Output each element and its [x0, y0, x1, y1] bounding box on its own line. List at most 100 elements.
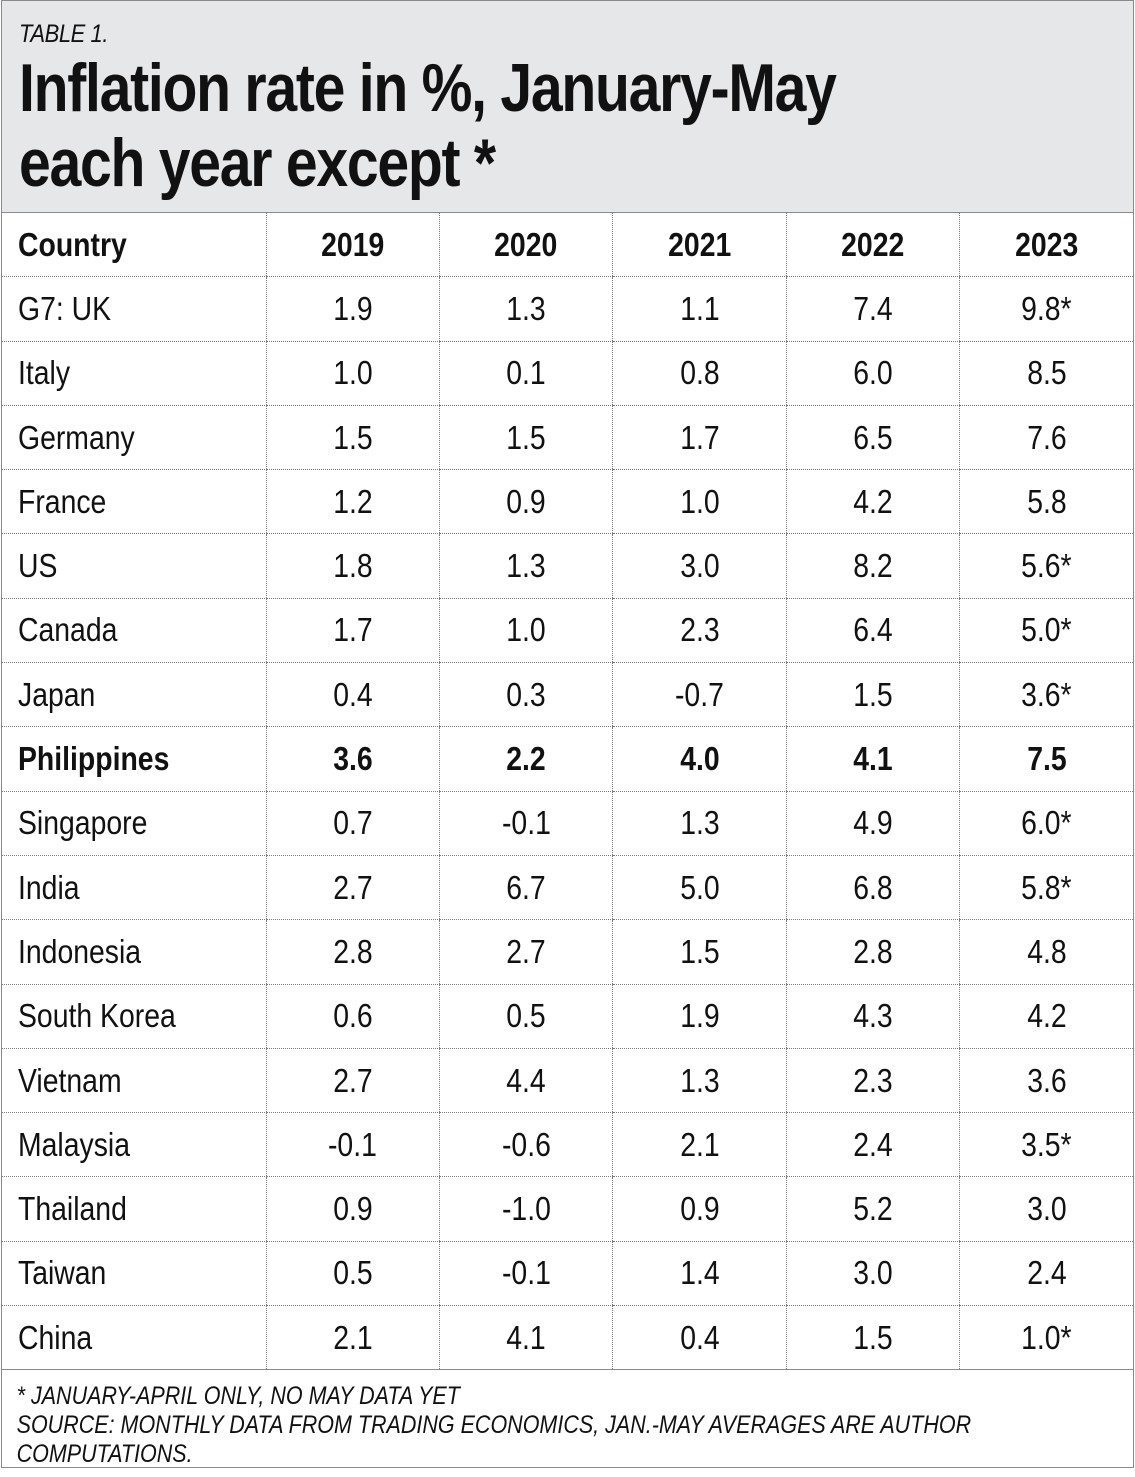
value-cell-2022: 4.1 [785, 726, 960, 792]
header-year-2020: 2020 [438, 213, 613, 278]
table-row: US 1.8 1.3 3.0 8.2 5.6* [2, 533, 1133, 599]
value-cell-2020: 1.3 [438, 276, 613, 342]
table-row: South Korea 0.6 0.5 1.9 4.3 4.2 [2, 984, 1133, 1049]
value-cell-2020: 4.1 [438, 1305, 613, 1371]
table-title: Inflation rate in %, January-May each ye… [19, 51, 1027, 201]
country-cell: India [2, 855, 266, 921]
value-cell-2019: 1.2 [265, 469, 440, 535]
country-cell: Italy [2, 341, 266, 406]
country-cell: G7: UK [2, 276, 266, 342]
table-row: Canada 1.7 1.0 2.3 6.4 5.0* [2, 598, 1133, 664]
table-row: Japan 0.4 0.3 -0.7 1.5 3.6* [2, 662, 1133, 728]
value-cell-2023: 1.0* [959, 1305, 1133, 1371]
value-cell-2022: 7.4 [785, 276, 960, 342]
value-cell-2022: 2.3 [785, 1048, 960, 1114]
value-cell-2022: 3.0 [785, 1241, 960, 1307]
value-cell-2023: 9.8* [959, 276, 1133, 342]
value-cell-2021: 1.7 [612, 405, 787, 471]
value-cell-2023: 5.8 [959, 469, 1133, 535]
table-notes: * JANUARY-APRIL ONLY, NO MAY DATA YET SO… [2, 1370, 1083, 1469]
table-label: TABLE 1. [19, 20, 109, 48]
value-cell-2022: 4.2 [785, 469, 960, 535]
value-cell-2020: -1.0 [438, 1176, 613, 1242]
country-cell: Germany [2, 405, 266, 471]
country-cell: China [2, 1305, 266, 1371]
value-cell-2020: 0.1 [438, 341, 613, 406]
table-row: India 2.7 6.7 5.0 6.8 5.8* [2, 855, 1133, 921]
value-cell-2023: 3.0 [959, 1176, 1133, 1242]
value-cell-2023: 3.5* [959, 1112, 1133, 1178]
country-cell: US [2, 533, 266, 599]
table-title-line-2: each year except * [19, 125, 496, 201]
value-cell-2023: 5.6* [959, 533, 1133, 599]
value-cell-2022: 2.8 [785, 919, 960, 985]
value-cell-2022: 4.3 [785, 984, 960, 1049]
inflation-table: Country 2019 2020 2021 2022 2023 G7: UK 1… [2, 213, 1133, 1371]
value-cell-2022: 1.5 [785, 1305, 960, 1371]
country-cell: Malaysia [2, 1112, 266, 1178]
value-cell-2020: 1.0 [438, 598, 613, 664]
value-cell-2020: -0.6 [438, 1112, 613, 1178]
table-row: Malaysia -0.1 -0.6 2.1 2.4 3.5* [2, 1112, 1133, 1178]
value-cell-2019: 0.4 [265, 662, 440, 728]
country-cell: Philippines [2, 726, 266, 792]
value-cell-2019: 1.0 [265, 341, 440, 406]
country-cell: Singapore [2, 791, 266, 856]
value-cell-2021: 1.3 [612, 1048, 787, 1114]
value-cell-2020: 0.3 [438, 662, 613, 728]
table-row: Thailand 0.9 -1.0 0.9 5.2 3.0 [2, 1176, 1133, 1242]
value-cell-2019: 0.5 [265, 1241, 440, 1307]
header-country: Country [2, 213, 266, 278]
value-cell-2023: 5.0* [959, 598, 1133, 664]
value-cell-2019: 0.6 [265, 984, 440, 1049]
source-note-line-2: COMPUTATIONS. [16, 1440, 193, 1469]
value-cell-2019: 2.1 [265, 1305, 440, 1371]
value-cell-2023: 2.4 [959, 1241, 1133, 1307]
value-cell-2019: 2.7 [265, 1048, 440, 1114]
value-cell-2021: 1.9 [612, 984, 787, 1049]
table-body: G7: UK 1.9 1.3 1.1 7.4 9.8* Italy 1.0 0.1 0.8 6.0 8… [2, 276, 1133, 1371]
value-cell-2019: 2.8 [265, 919, 440, 985]
value-cell-2022: 6.4 [785, 598, 960, 664]
value-cell-2021: 4.0 [612, 726, 787, 792]
value-cell-2023: 6.0* [959, 791, 1133, 856]
value-cell-2019: 1.7 [265, 598, 440, 664]
value-cell-2021: 1.4 [612, 1241, 787, 1307]
table-row: Philippines 3.6 2.2 4.0 4.1 7.5 [2, 726, 1133, 792]
value-cell-2020: 2.2 [438, 726, 613, 792]
value-cell-2020: 2.7 [438, 919, 613, 985]
value-cell-2019: 0.9 [265, 1176, 440, 1242]
value-cell-2023: 7.6 [959, 405, 1133, 471]
value-cell-2020: 0.5 [438, 984, 613, 1049]
title-band: TABLE 1. Inflation rate in %, January-Ma… [2, 1, 1133, 213]
value-cell-2021: 0.9 [612, 1176, 787, 1242]
value-cell-2020: 1.5 [438, 405, 613, 471]
value-cell-2022: 4.9 [785, 791, 960, 856]
country-cell: Japan [2, 662, 266, 728]
table-title-line-1: Inflation rate in %, January-May [19, 50, 837, 126]
value-cell-2021: 1.5 [612, 919, 787, 985]
table-row: Germany 1.5 1.5 1.7 6.5 7.6 [2, 405, 1133, 471]
value-cell-2020: 1.3 [438, 533, 613, 599]
source-note-line-1: SOURCE: MONTHLY DATA FROM TRADING ECONOM… [16, 1411, 972, 1440]
country-cell: Indonesia [2, 919, 266, 985]
value-cell-2021: 0.8 [612, 341, 787, 406]
value-cell-2022: 2.4 [785, 1112, 960, 1178]
value-cell-2023: 5.8* [959, 855, 1133, 921]
footnote-asterisk: * JANUARY-APRIL ONLY, NO MAY DATA YET [16, 1382, 460, 1411]
value-cell-2022: 6.5 [785, 405, 960, 471]
value-cell-2023: 3.6* [959, 662, 1133, 728]
country-cell: South Korea [2, 984, 266, 1049]
value-cell-2020: -0.1 [438, 1241, 613, 1307]
country-cell: Thailand [2, 1176, 266, 1242]
value-cell-2022: 6.8 [785, 855, 960, 921]
value-cell-2020: 4.4 [438, 1048, 613, 1114]
value-cell-2021: -0.7 [612, 662, 787, 728]
table-row: Indonesia 2.8 2.7 1.5 2.8 4.8 [2, 919, 1133, 985]
table-row: G7: UK 1.9 1.3 1.1 7.4 9.8* [2, 276, 1133, 342]
table-row: China 2.1 4.1 0.4 1.5 1.0* [2, 1305, 1133, 1371]
value-cell-2022: 5.2 [785, 1176, 960, 1242]
value-cell-2022: 6.0 [785, 341, 960, 406]
value-cell-2019: 2.7 [265, 855, 440, 921]
